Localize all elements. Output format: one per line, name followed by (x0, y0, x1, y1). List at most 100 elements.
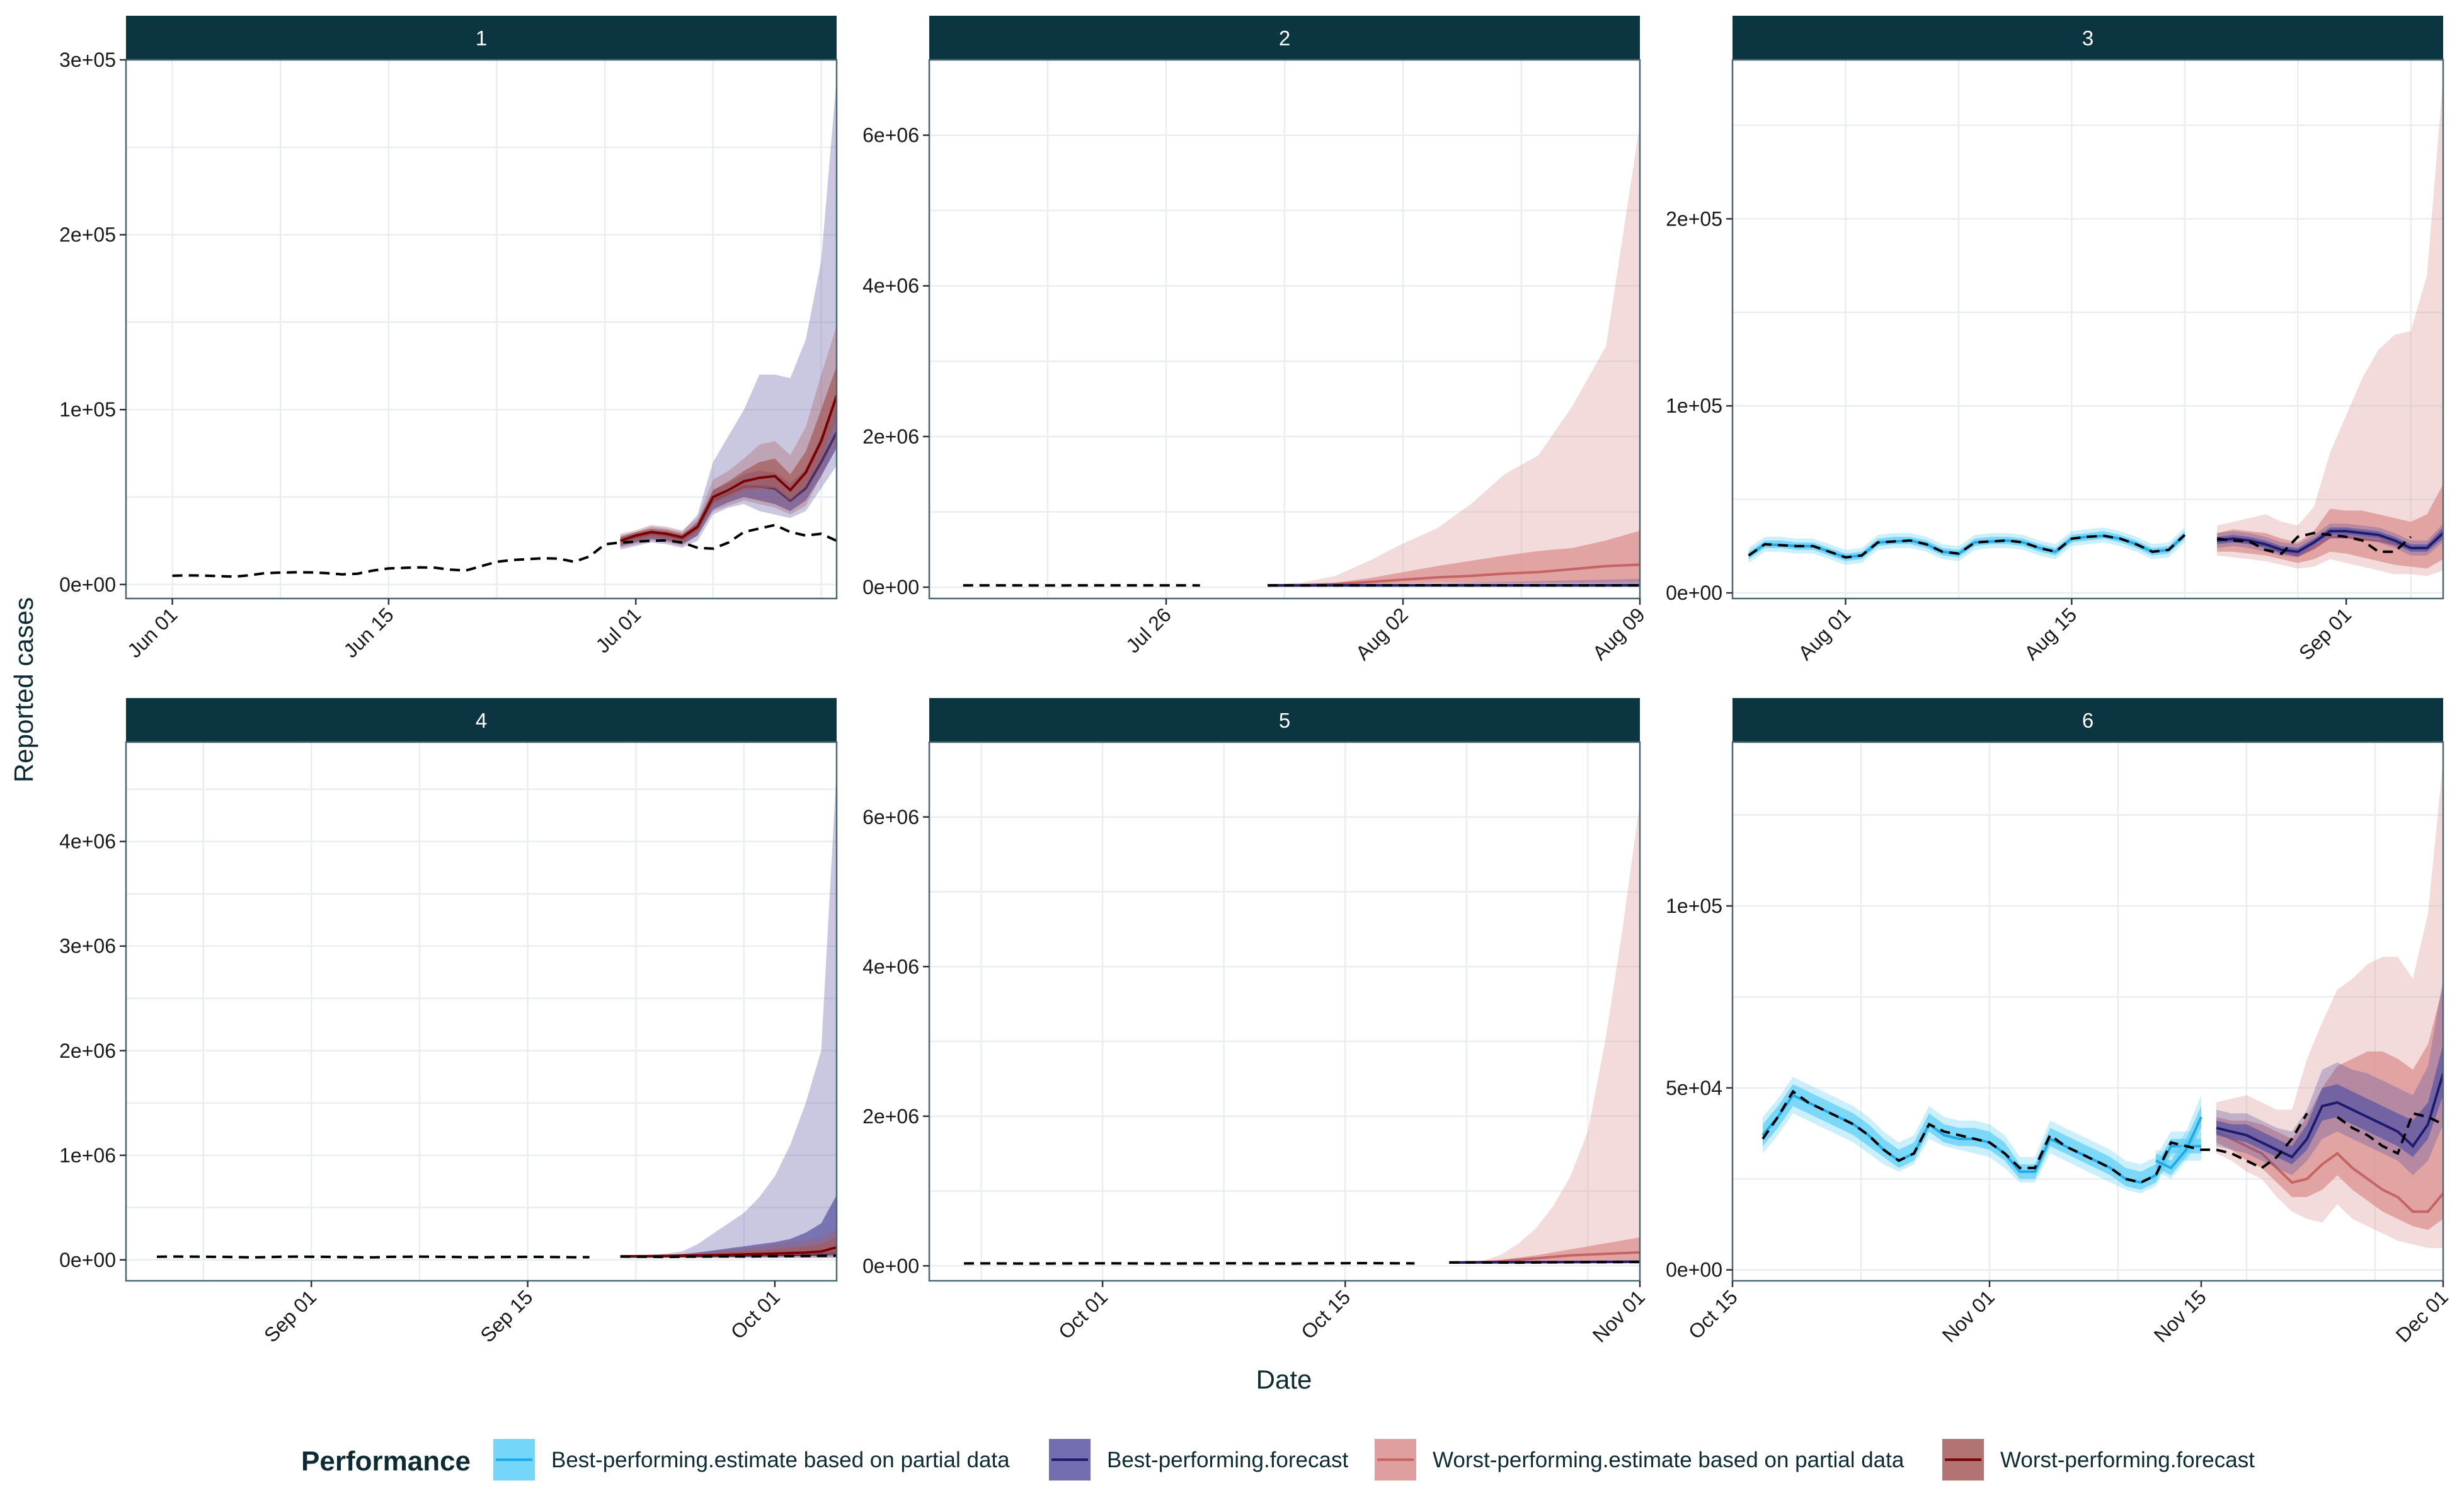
y-tick-label: 0e+00 (862, 1254, 919, 1277)
x-tick-label: Sep 01 (2294, 603, 2356, 664)
legend-item-best_est: Best-performing.estimate based on partia… (493, 1439, 1010, 1480)
best_fc-inner-band (620, 1194, 837, 1257)
x-tick-label: Oct 01 (1054, 1285, 1112, 1343)
x-tick-label: Oct 15 (1297, 1285, 1354, 1343)
worst_est-outer-band (1449, 802, 1640, 1264)
plot-area (1732, 742, 2443, 1281)
x-tick-label: Sep 01 (260, 1285, 321, 1346)
y-tick-label: 1e+05 (1666, 895, 1722, 917)
best_fc-median-line (2216, 530, 2443, 553)
observed-cases-line (964, 1261, 1415, 1265)
y-tick-label: 1e+05 (1666, 394, 1722, 417)
y-tick-label: 0e+00 (1666, 1259, 1722, 1281)
y-tick-label: 0e+00 (1666, 581, 1722, 604)
legend: Performance Best-performing.estimate bas… (301, 1439, 2255, 1480)
best_fc-median-line (2216, 1073, 2443, 1159)
y-tick-label: 6e+06 (862, 124, 919, 147)
legend-item-worst_fc: Worst-performing.forecast (1942, 1439, 2255, 1480)
best_fc-outer-band (620, 768, 837, 1258)
panel-strip-label: 2 (1279, 26, 1290, 50)
worst_est-outer-band (2217, 78, 2443, 576)
y-tick-label: 4e+06 (59, 830, 116, 853)
panel-strip (929, 698, 1640, 742)
y-tick-label: 3e+06 (59, 935, 116, 958)
legend-label: Best-performing.estimate based on partia… (551, 1448, 1010, 1472)
panel-strip-label: 4 (476, 709, 487, 732)
panel-3: 3 0e+00 1e+05 2e+05 Aug 01 Aug 15 Sep 01 (1666, 16, 2444, 665)
y-tick-label: 1e+05 (59, 398, 116, 421)
y-tick-label: 0e+00 (862, 576, 919, 598)
panel-2: 2 0e+00 2e+06 4e+06 6e+06 Jul 26 Aug 02 Aug 09 (862, 16, 1649, 665)
panel-border (928, 741, 1641, 1282)
best_est-median-line (2155, 1116, 2202, 1170)
panel-6: 6 0e+00 5e+04 1e+05 Oct 15 Nov 01 Nov 15 Dec 01 (1666, 698, 2453, 1347)
panel-strip-label: 1 (476, 26, 487, 50)
x-tick-label: Nov 01 (1588, 1285, 1649, 1346)
y-tick-label: 2e+05 (59, 224, 116, 246)
observed-cases-line (1761, 1089, 2308, 1184)
x-tick-label: Aug 09 (1588, 603, 1649, 664)
observed-cases-line (157, 1255, 590, 1259)
y-tick-label: 4e+06 (862, 275, 919, 297)
x-tick-label: Jun 15 (339, 603, 398, 662)
panel-strip-label: 5 (1279, 709, 1290, 732)
x-tick-label: Jun 01 (123, 603, 181, 662)
worst_est-inner-band (1449, 1237, 1640, 1263)
worst_est-median-line (2216, 1130, 2443, 1213)
panel-strip (1732, 16, 2443, 60)
gridlines (126, 742, 837, 1281)
x-tick-label: Jul 01 (591, 603, 645, 657)
legend-item-best_fc: Best-performing.forecast (1049, 1439, 1348, 1480)
series-layer (964, 802, 1640, 1265)
x-tick-label: Oct 15 (1684, 1285, 1742, 1343)
y-tick-label: 5e+04 (1666, 1077, 1722, 1099)
gridlines (126, 60, 837, 598)
series-layer (1761, 760, 2443, 1249)
x-tick-label: Oct 01 (726, 1285, 784, 1343)
best_est-inner-band (1763, 1084, 2201, 1190)
y-tick-label: 2e+06 (59, 1040, 116, 1062)
y-tick-label: 0e+00 (59, 1249, 116, 1271)
panel-strip-label: 6 (2082, 709, 2093, 732)
observed-cases-line (1748, 534, 2186, 559)
x-tick-label: Nov 01 (1938, 1285, 1999, 1346)
series-layer (963, 123, 1640, 587)
gridlines (929, 742, 1640, 1281)
gridlines (1732, 60, 2443, 598)
y-axis-title: Reported cases (9, 597, 38, 782)
best_fc-median-line (1449, 1260, 1640, 1264)
legend-label: Best-performing.forecast (1107, 1448, 1348, 1472)
worst_est-outer-band (1268, 123, 1640, 586)
legend-label: Worst-performing.forecast (2000, 1448, 2255, 1472)
y-tick-label: 2e+05 (1666, 207, 1722, 230)
x-tick-label: Jul 26 (1121, 603, 1176, 657)
y-tick-label: 2e+06 (862, 425, 919, 448)
plot-area (126, 60, 837, 598)
best_fc-inner-band (2217, 527, 2443, 556)
plot-area (1732, 60, 2443, 598)
best_est-outer-band (2156, 1095, 2201, 1179)
y-tick-label: 3e+05 (59, 49, 116, 71)
observed-cases-line (2216, 532, 2412, 555)
x-tick-label: Sep 15 (476, 1285, 537, 1346)
panel-strip-label: 3 (2082, 26, 2093, 50)
plot-area (126, 742, 837, 1281)
legend-item-worst_est: Worst-performing.estimate based on parti… (1375, 1439, 1904, 1480)
x-tick-label: Aug 01 (1794, 603, 1855, 664)
series-layer (172, 77, 837, 578)
panel-strip (126, 698, 837, 742)
panel-border (928, 59, 1641, 600)
x-tick-label: Aug 15 (2020, 603, 2081, 664)
y-tick-label: 4e+06 (862, 955, 919, 978)
y-tick-label: 1e+06 (59, 1144, 116, 1167)
panel-border (1731, 59, 2444, 600)
y-tick-label: 0e+00 (59, 573, 116, 596)
worst_fc-median-line (620, 395, 837, 542)
y-tick-label: 2e+06 (862, 1105, 919, 1128)
panel-strip (126, 16, 837, 60)
series-layer (1748, 78, 2443, 576)
observed-cases-line (172, 524, 837, 578)
legend-label: Worst-performing.estimate based on parti… (1433, 1448, 1904, 1472)
x-tick-label: Nov 15 (2150, 1285, 2211, 1346)
